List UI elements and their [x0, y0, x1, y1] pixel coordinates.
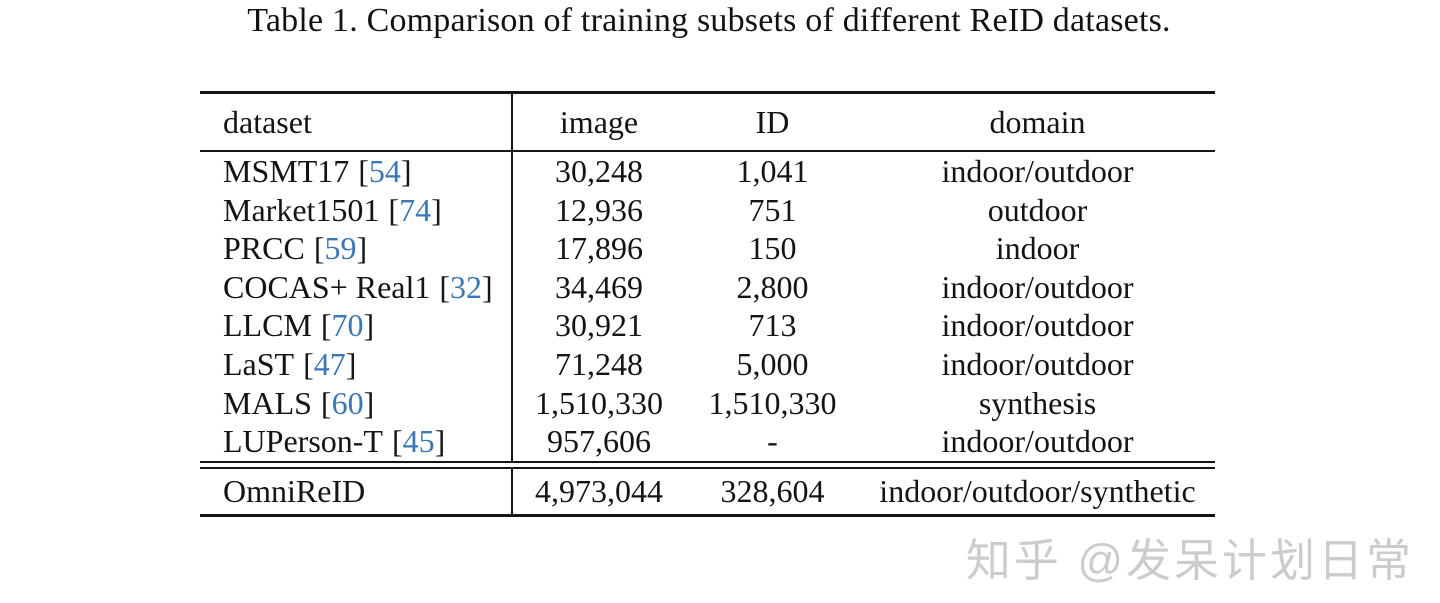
dataset-name: LaST	[223, 345, 295, 382]
id-count-cell: 150	[748, 230, 797, 267]
citation: 70	[321, 307, 374, 343]
image-count-cell: 12,936	[511, 190, 685, 230]
citation: 54	[358, 153, 411, 189]
dataset-cell: MSMT17 54	[200, 152, 511, 191]
citation: 32	[439, 269, 492, 305]
id-count-cell: -	[767, 423, 778, 460]
domain-cell: indoor/outdoor	[941, 345, 1134, 382]
dataset-cell: PRCC 59	[200, 229, 511, 268]
summary-dataset-cell: OmniReID	[223, 472, 366, 509]
image-count-cell: 30,248	[511, 152, 685, 191]
image-count-cell: 30,921	[511, 306, 685, 345]
id-count-cell: 2,800	[736, 268, 809, 305]
table-row: PRCC 59 17,896 150 indoor	[200, 229, 1215, 268]
dataset-cell: LaST 47	[200, 345, 511, 384]
citation-ref[interactable]: 59	[324, 230, 357, 267]
domain-cell: indoor/outdoor	[941, 307, 1134, 344]
citation: 47	[303, 346, 356, 382]
citation-ref[interactable]: 60	[331, 384, 364, 421]
table-row: LLCM 70 30,921 713 indoor/outdoor	[200, 306, 1215, 345]
table-row: LUPerson-T 45 957,606 - indoor/outdoor	[200, 422, 1215, 461]
citation-ref[interactable]: 74	[399, 191, 432, 228]
divider-line-top	[200, 460, 1215, 463]
dataset-cell: Market1501 74	[200, 191, 511, 230]
table-row: COCAS+ Real1 32 34,469 2,800 indoor/outdoor	[200, 267, 1215, 307]
divider-gap	[200, 462, 1215, 467]
id-count-cell: 713	[748, 307, 797, 344]
column-header-2: ID	[755, 104, 790, 140]
table-body: MSMT175430,2481,041indoor/outdoorMarket1…	[200, 152, 1215, 461]
domain-cell: outdoor	[987, 191, 1088, 228]
table-header-row: dataset image ID domain	[200, 94, 1215, 152]
dataset-name: COCAS+ Real1	[223, 268, 431, 305]
id-count-cell: 1,510,330	[708, 384, 837, 421]
dataset-name: LLCM	[223, 307, 312, 344]
domain-cell: indoor/outdoor	[941, 268, 1134, 305]
column-header-1: image	[511, 94, 685, 150]
table-row: MALS 60 1,510,330 1,510,330 synthesis	[200, 383, 1215, 423]
id-count-cell: 1,041	[736, 153, 809, 189]
dataset-name: MALS	[223, 384, 312, 421]
dataset-name: PRCC	[223, 230, 305, 267]
domain-cell: synthesis	[978, 384, 1097, 421]
column-header-3: domain	[989, 104, 1086, 140]
citation: 59	[314, 230, 367, 266]
table-row: Market1501 74 12,936 751 outdoor	[200, 190, 1215, 230]
image-count-cell: 957,606	[511, 422, 685, 461]
dataset-name: MSMT17	[223, 153, 350, 189]
comparison-table: dataset image ID domain MSMT17 54 30,248 1,041…	[200, 91, 1215, 517]
table-row: MSMT17 54 30,248 1,041 indoor/outdoor	[200, 152, 1215, 191]
dataset-cell: LLCM 70	[200, 306, 511, 345]
citation: 60	[321, 385, 374, 421]
citation: 74	[388, 192, 441, 228]
citation: 45	[392, 423, 445, 459]
table-summary-row: OmniReID 4,973,044 328,604 indoor/outdoor/s…	[200, 468, 1215, 514]
domain-cell: indoor/outdoor	[941, 423, 1134, 460]
id-count-cell: 5,000	[736, 345, 809, 382]
citation-ref[interactable]: 54	[368, 153, 401, 189]
citation-ref[interactable]: 70	[331, 307, 364, 344]
dataset-name: LUPerson-T	[223, 423, 383, 460]
column-header-0: dataset	[223, 104, 312, 140]
summary-divider-rule	[200, 460, 1215, 469]
id-count-cell: 751	[748, 191, 797, 228]
image-count-cell: 1,510,330	[511, 383, 685, 423]
image-count-cell: 71,248	[511, 344, 685, 384]
summary-domain-cell: indoor/outdoor/synthetic	[879, 472, 1196, 509]
citation-ref[interactable]: 45	[402, 423, 435, 460]
watermark: 知乎 @发呆计划日常	[965, 535, 1414, 586]
image-count-cell: 17,896	[511, 229, 685, 268]
domain-cell: indoor/outdoor	[941, 153, 1134, 189]
citation-ref[interactable]: 32	[450, 268, 483, 305]
divider-line-bottom	[200, 466, 1215, 469]
summary-id-count-cell: 328,604	[720, 472, 825, 509]
table-row: LaST 47 71,248 5,000 indoor/outdoor	[200, 344, 1215, 384]
dataset-name: Market1501	[223, 191, 380, 228]
citation-ref[interactable]: 47	[313, 345, 346, 382]
dataset-cell: LUPerson-T 45	[200, 422, 511, 461]
table-caption: Table 1. Comparison of training subsets …	[247, 2, 1171, 39]
domain-cell: indoor	[995, 230, 1080, 267]
dataset-cell: COCAS+ Real1 32	[200, 268, 511, 307]
image-count-cell: 34,469	[511, 267, 685, 307]
dataset-cell: MALS 60	[200, 384, 511, 423]
summary-image-count-cell: 4,973,044	[511, 468, 685, 514]
